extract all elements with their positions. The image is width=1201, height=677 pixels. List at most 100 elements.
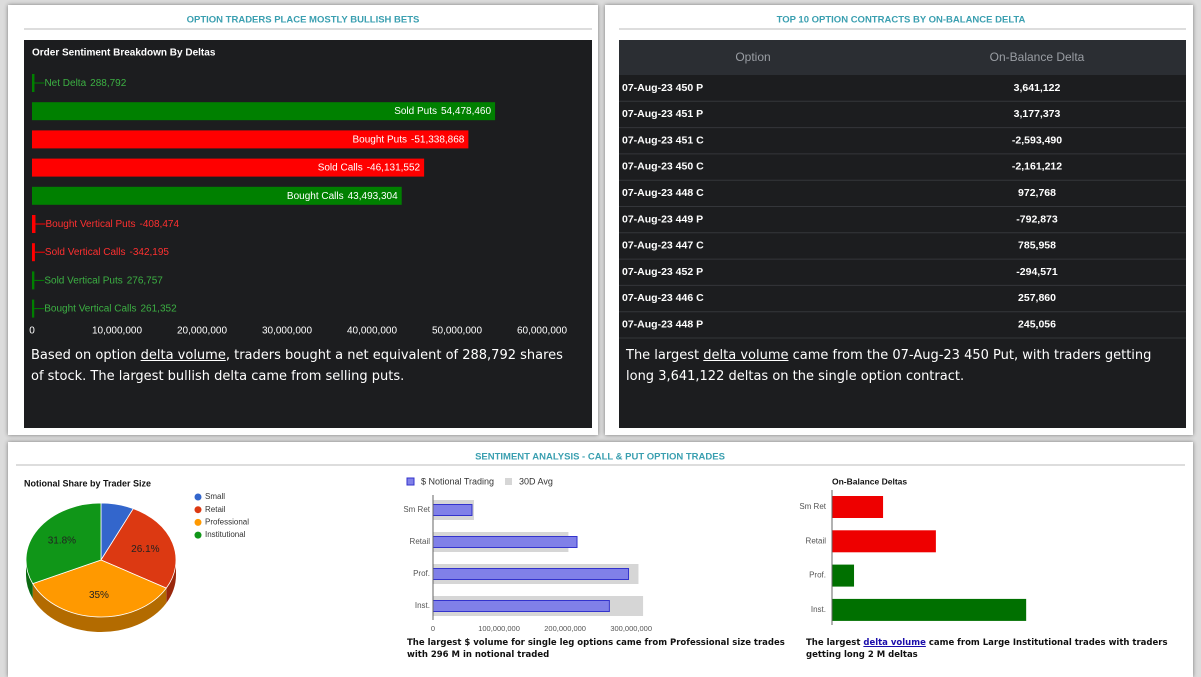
legend-label: Small — [205, 492, 225, 501]
value-label: 43,493,304 — [348, 190, 398, 201]
legend-label: $ Notional Trading — [421, 476, 494, 486]
chart-title: On-Balance Deltas — [832, 476, 907, 486]
cell: 245,056 — [1018, 318, 1056, 330]
legend-swatch — [406, 477, 415, 486]
value-label: 261,352 — [141, 303, 178, 314]
y-tick-label: Prof. — [809, 571, 826, 580]
bar-label: Bought Calls 43,493,304 — [287, 190, 398, 201]
pie-slice — [25, 502, 102, 585]
cell: 07-Aug-23 446 C — [622, 292, 704, 304]
panel-title: TOP 10 OPTION CONTRACTS BY ON-BALANCE DE… — [777, 15, 1026, 26]
legend-label: Professional — [205, 518, 249, 527]
column-header: Option — [735, 50, 770, 64]
data-label: 26.1% — [131, 544, 159, 555]
link[interactable]: delta volume — [140, 348, 226, 363]
category-name: Sold Puts — [394, 106, 437, 117]
cell: 07-Aug-23 452 P — [622, 266, 703, 278]
pie-side — [26, 560, 33, 599]
legend-label: Retail — [205, 505, 226, 514]
panel-title: SENTIMENT ANALYSIS - CALL & PUT OPTION T… — [475, 452, 725, 463]
category-name: Sold Vertical Puts — [44, 275, 122, 286]
bar — [32, 271, 35, 290]
cell: 07-Aug-23 447 C — [622, 240, 704, 252]
value-label: 288,792 — [90, 78, 127, 89]
bar-label: Net Delta 288,792 — [44, 78, 126, 89]
chart-title: Notional Share by Trader Size — [24, 478, 151, 488]
caption-text: Based on option — [31, 348, 141, 363]
bar — [32, 130, 469, 149]
bar — [32, 74, 35, 92]
caption-text: came from Large Institutional trades wit… — [806, 638, 1168, 660]
category-name: Sold Vertical Calls — [45, 247, 126, 258]
cell: 07-Aug-23 448 C — [622, 187, 704, 199]
legend-swatch — [194, 506, 202, 514]
x-tick-label: 0 — [29, 326, 35, 337]
cell: 3,177,373 — [1014, 108, 1061, 120]
cell: 07-Aug-23 448 P — [622, 318, 703, 330]
legend-swatch — [194, 518, 202, 526]
legend-swatch — [505, 478, 512, 485]
category-name: Bought Vertical Calls — [44, 303, 136, 314]
x-tick-label: 50,000,000 — [432, 326, 482, 337]
cell: -2,593,490 — [1012, 134, 1062, 146]
caption-text: The largest — [626, 348, 704, 363]
y-tick-label: Retail — [410, 537, 431, 546]
cell: -792,873 — [1016, 213, 1058, 225]
value-label: -46,131,552 — [367, 162, 421, 173]
x-tick-label: 0 — [431, 624, 435, 633]
bar — [32, 102, 496, 121]
x-tick-label: 60,000,000 — [517, 326, 567, 337]
pie-slice — [32, 559, 167, 618]
value-label: -51,338,868 — [411, 134, 465, 145]
cell: 07-Aug-23 450 C — [622, 161, 704, 173]
legend-swatch — [194, 531, 202, 539]
caption: The largest $ volume for single leg opti… — [407, 638, 785, 660]
legend-label: 30D Avg — [519, 476, 553, 486]
y-tick-label: Inst. — [811, 605, 826, 614]
value-label: 54,478,460 — [441, 106, 491, 117]
table-background — [619, 40, 1186, 428]
cell: -2,161,212 — [1012, 161, 1062, 173]
bar-label: Bought Vertical Calls 261,352 — [44, 303, 177, 314]
cell: 257,860 — [1018, 292, 1056, 304]
y-tick-label: Sm Ret — [403, 505, 430, 514]
table-header — [619, 40, 1186, 75]
bar — [832, 530, 936, 553]
value-label: 276,757 — [127, 275, 164, 286]
bar-label: Sold Vertical Puts 276,757 — [44, 275, 163, 286]
y-tick-label: Retail — [806, 536, 827, 545]
category-name: Bought Calls — [287, 190, 344, 201]
link[interactable]: delta volume — [703, 348, 789, 363]
chart-title: Order Sentiment Breakdown By Deltas — [32, 48, 216, 59]
cell: 3,641,122 — [1014, 82, 1061, 94]
x-tick-label: 10,000,000 — [92, 326, 142, 337]
bar-label: Bought Vertical Puts -408,474 — [45, 219, 179, 230]
cell: 07-Aug-23 451 P — [622, 108, 703, 120]
category-name: Bought Vertical Puts — [45, 219, 135, 230]
bar — [432, 568, 630, 580]
category-name: Net Delta — [44, 78, 86, 89]
pie-slice — [100, 508, 177, 589]
bar — [32, 215, 36, 233]
caption: The largest delta volume came from Large… — [806, 637, 1181, 661]
y-tick-label: Sm Ret — [799, 502, 826, 511]
category-name: Sold Calls — [318, 162, 363, 173]
bar-label: Bought Puts -51,338,868 — [353, 134, 465, 145]
panel — [8, 442, 1193, 677]
cell: 785,958 — [1018, 240, 1056, 252]
caption: The largest delta volume came from the 0… — [626, 345, 1166, 387]
link[interactable]: delta volume — [863, 638, 926, 648]
cell: 07-Aug-23 450 P — [622, 82, 703, 94]
y-tick-label: Prof. — [413, 569, 430, 578]
bar — [32, 243, 35, 262]
y-tick-label: Inst. — [415, 601, 430, 610]
value-label: -342,195 — [130, 247, 170, 258]
x-tick-label: 20,000,000 — [177, 326, 227, 337]
x-tick-label: 300,000,000 — [610, 624, 652, 633]
bar — [832, 496, 884, 518]
bar — [832, 564, 855, 587]
bar — [32, 186, 402, 205]
cell: -294,571 — [1016, 266, 1058, 278]
pie-side — [32, 583, 167, 632]
